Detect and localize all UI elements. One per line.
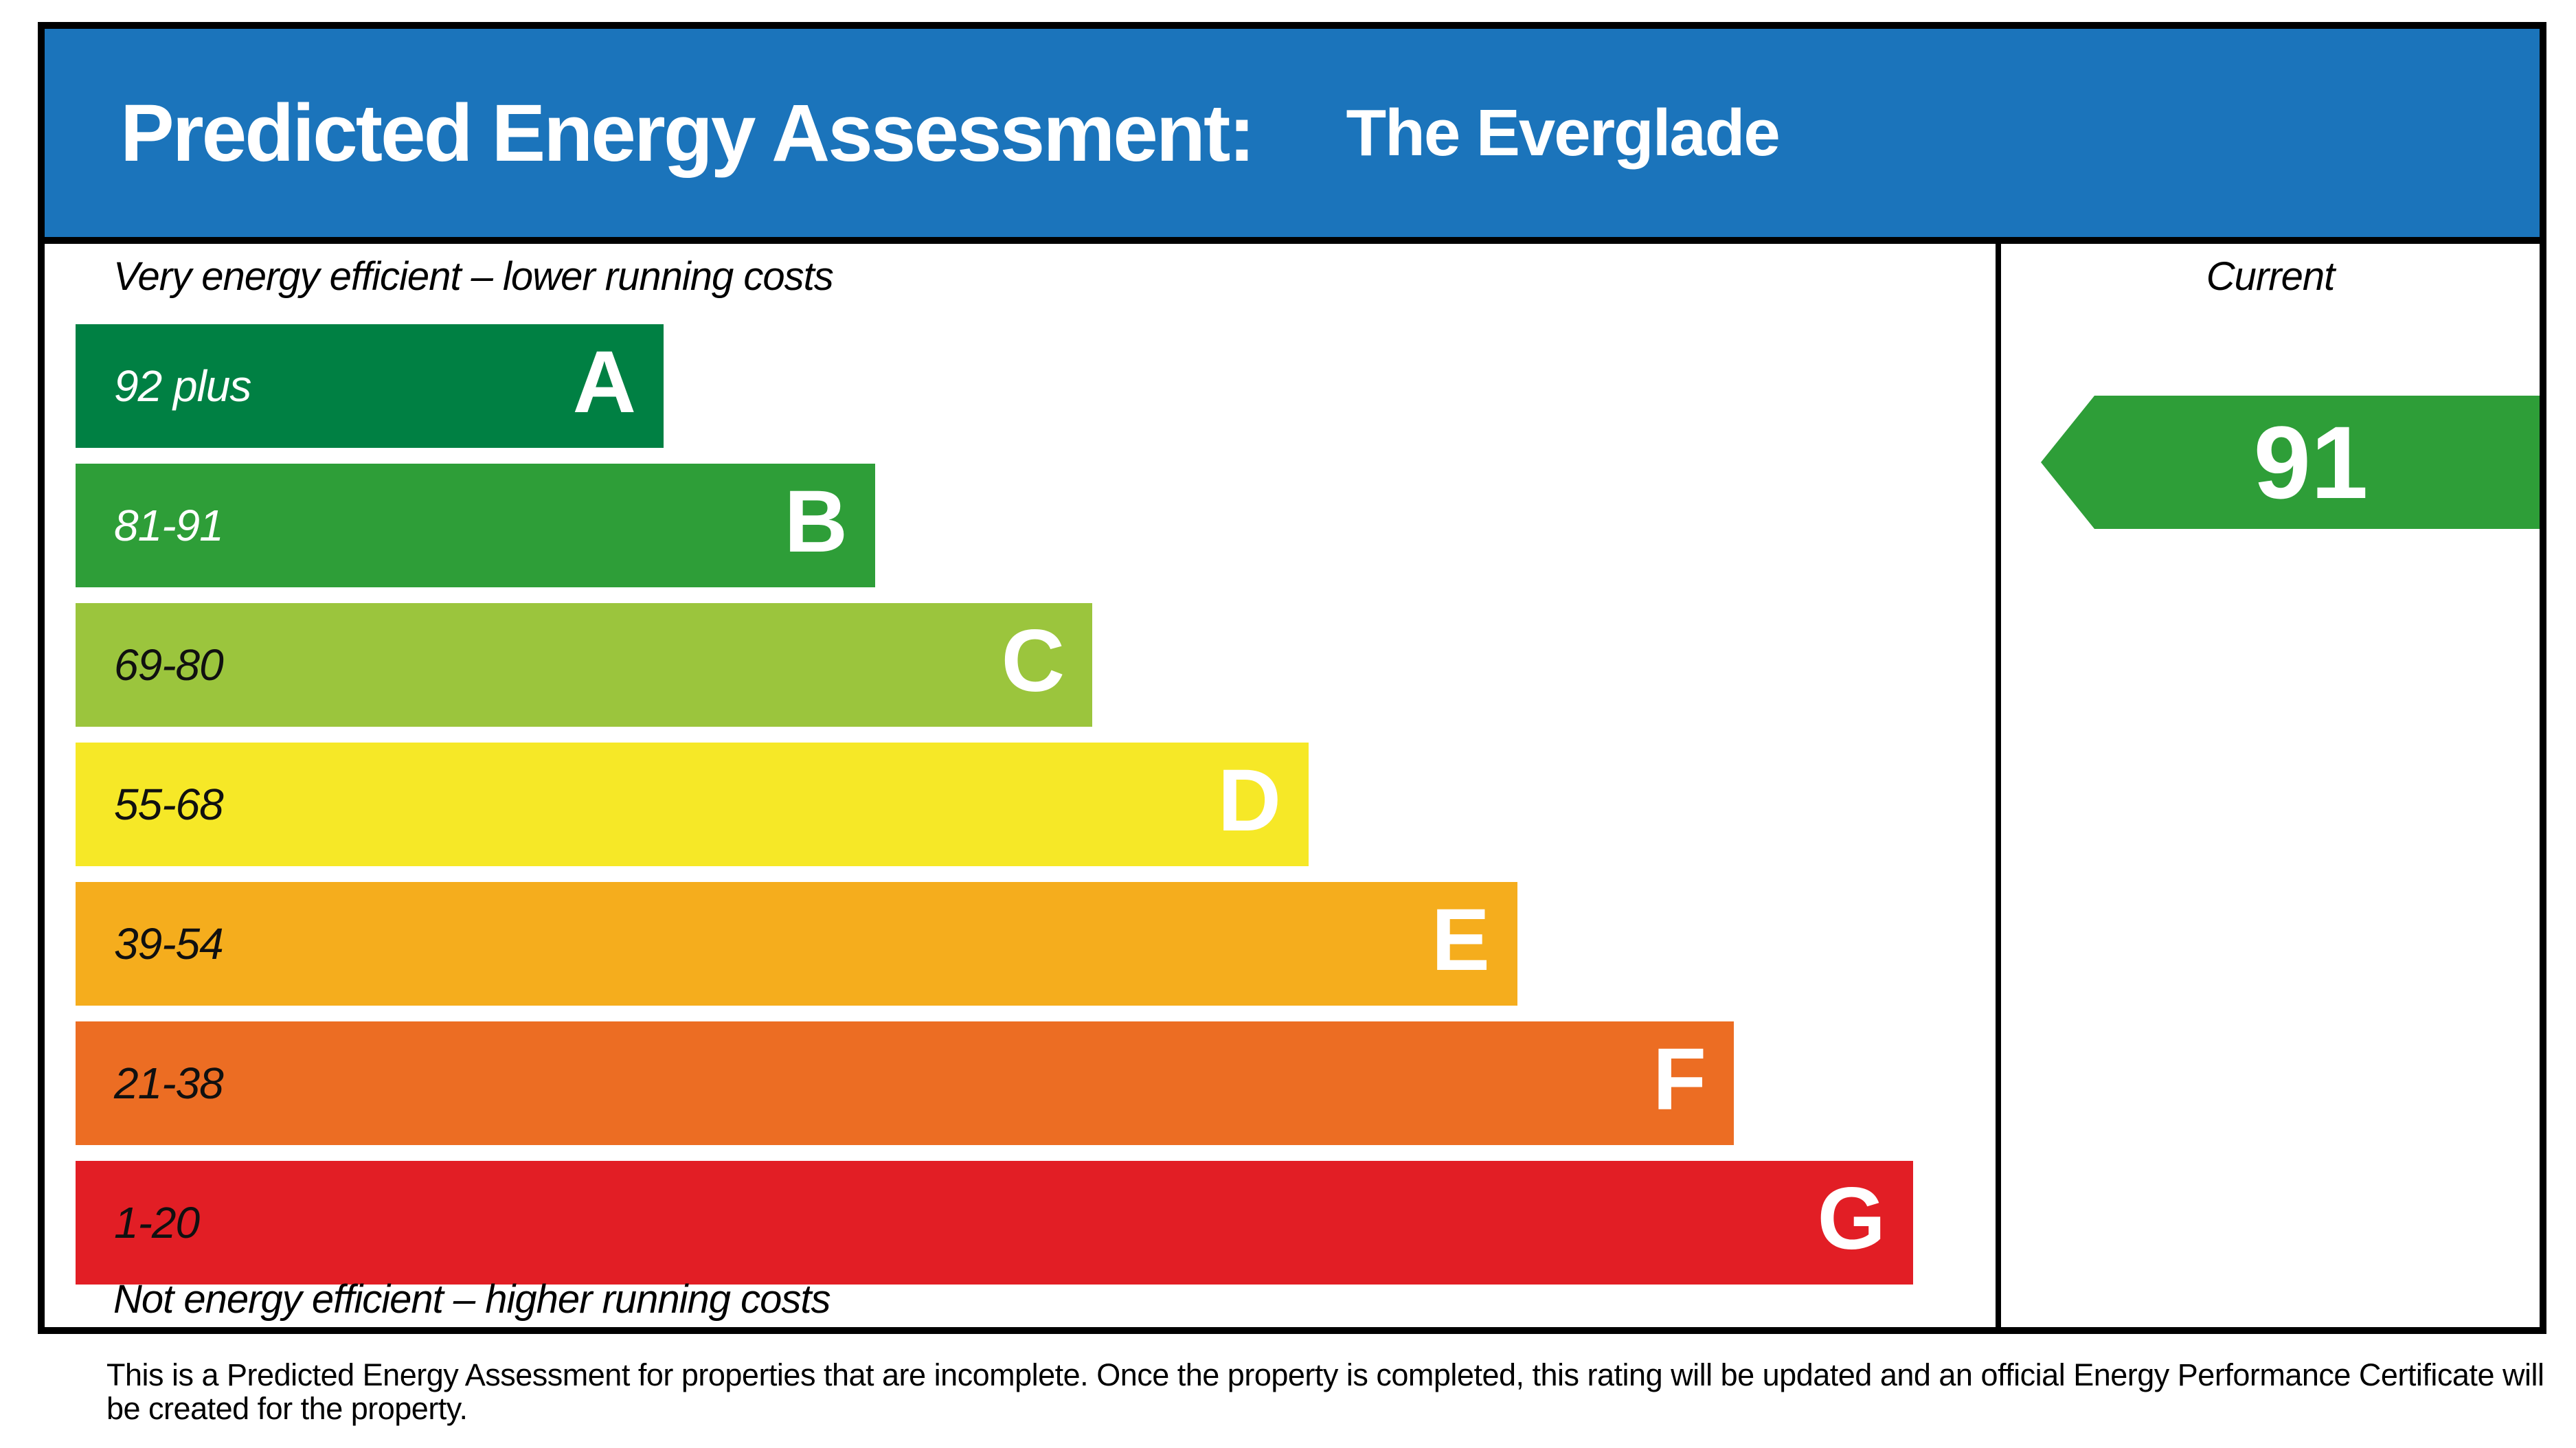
band-row-g: 1-20 G (76, 1161, 1913, 1285)
band-letter: E (1431, 890, 1490, 989)
band-range-label: 39-54 (114, 919, 224, 969)
band-row-d: 55-68 D (76, 743, 1309, 866)
band-row-c: 69-80 C (76, 603, 1092, 727)
band-range-label: 21-38 (114, 1059, 224, 1108)
band-list: 92 plus A 81-91 B 69-80 C 55-68 D 39-54 … (76, 324, 1913, 1300)
property-name: The Everglade (1346, 95, 1781, 170)
band-range-label: 92 plus (114, 361, 251, 411)
current-rating-value: 91 (2253, 405, 2369, 520)
current-column: Current 91 (1996, 244, 2540, 1327)
chart-body: Very energy efficient – lower running co… (45, 244, 2540, 1327)
current-rating-arrow: 91 (2041, 396, 2540, 529)
band-letter: A (572, 332, 636, 431)
current-column-header: Current (2206, 254, 2335, 299)
bottom-caption: Not energy efficient – higher running co… (113, 1277, 831, 1322)
band-row-e: 39-54 E (76, 882, 1517, 1006)
page-title: Predicted Energy Assessment: (120, 87, 1256, 179)
band-letter: C (1001, 611, 1065, 710)
band-row-a: 92 plus A (76, 324, 664, 448)
footer-disclaimer: This is a Predicted Energy Assessment fo… (106, 1357, 2544, 1426)
band-range-label: 1-20 (114, 1198, 200, 1247)
header-bar: Predicted Energy Assessment: The Evergla… (45, 29, 2540, 244)
band-row-b: 81-91 B (76, 464, 875, 587)
band-range-label: 55-68 (114, 780, 224, 829)
band-range-label: 69-80 (114, 640, 224, 690)
band-range-label: 81-91 (114, 501, 224, 550)
band-letter: B (784, 472, 848, 571)
band-letter: F (1652, 1030, 1706, 1129)
band-row-f: 21-38 F (76, 1021, 1734, 1145)
top-caption: Very energy efficient – lower running co… (113, 254, 834, 299)
certificate-panel: Predicted Energy Assessment: The Evergla… (38, 22, 2546, 1334)
band-letter: G (1817, 1169, 1886, 1268)
band-letter: D (1217, 751, 1281, 850)
